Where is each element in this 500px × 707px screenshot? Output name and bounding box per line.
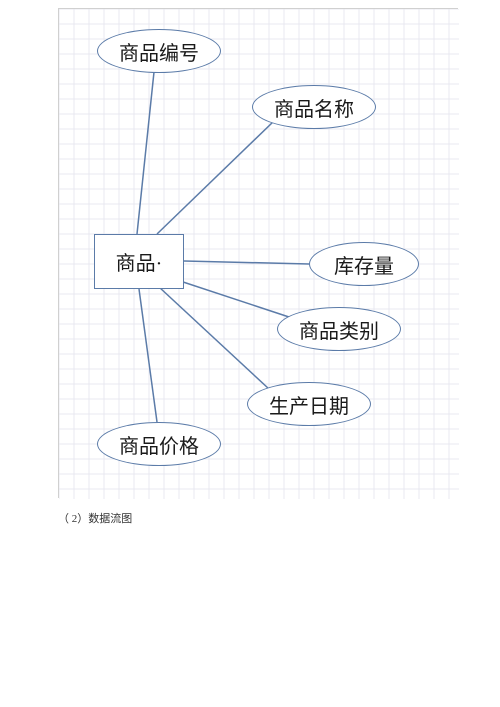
- attribute-node-label: 商品价格: [119, 430, 199, 459]
- caption-text: （ 2）数据流图: [58, 513, 132, 525]
- attribute-node-label: 生产日期: [269, 390, 349, 419]
- attribute-node-code: 商品编号: [97, 29, 221, 73]
- attribute-node-label: 商品编号: [119, 37, 199, 66]
- attribute-node-category: 商品类别: [277, 307, 401, 351]
- attribute-node-label: 库存量: [334, 250, 394, 279]
- diagram-area: 商品· 商品编号商品名称库存量商品类别生产日期商品价格: [58, 8, 458, 498]
- attribute-node-label: 商品名称: [274, 93, 354, 122]
- center-node: 商品·: [94, 234, 184, 289]
- attribute-node-price: 商品价格: [97, 422, 221, 466]
- attribute-node-stock: 库存量: [309, 242, 419, 286]
- attribute-node-label: 商品类别: [299, 315, 379, 344]
- center-node-label: 商品·: [116, 247, 163, 276]
- attribute-node-date: 生产日期: [247, 382, 371, 426]
- caption: （ 2）数据流图: [58, 510, 132, 526]
- attribute-node-name: 商品名称: [252, 85, 376, 129]
